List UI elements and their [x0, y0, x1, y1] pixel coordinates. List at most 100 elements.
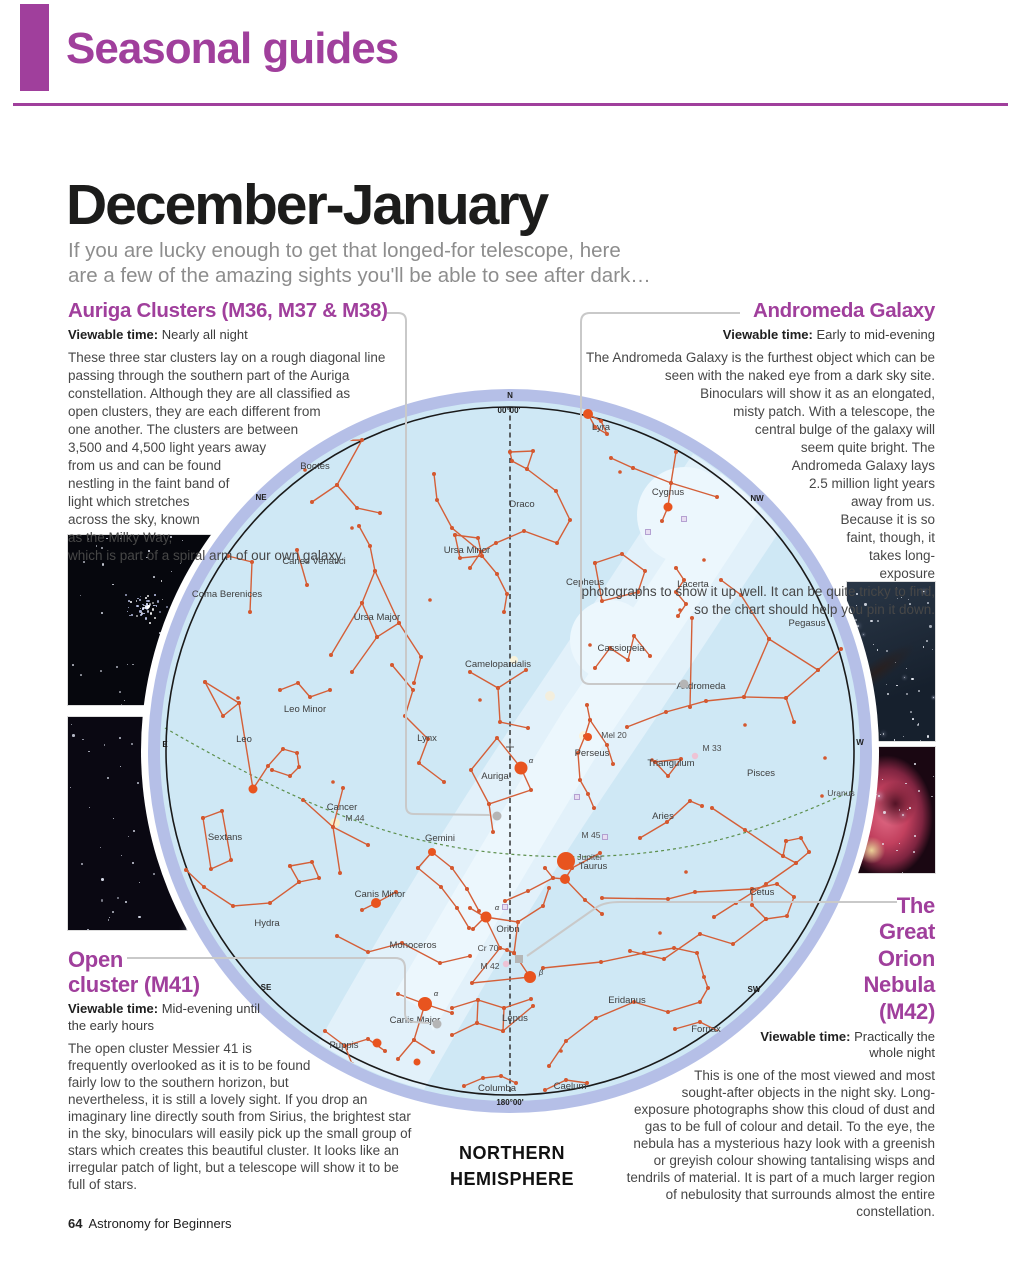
constellation-label: Cetus	[750, 887, 775, 898]
constellation-taurus	[571, 852, 601, 869]
object-label: Jupiter	[577, 852, 603, 862]
article-auriga-clusters: Auriga Clusters (M36, M37 & M38) Viewabl…	[68, 299, 400, 565]
article-heading: Open cluster (M41)	[68, 947, 200, 997]
viewable-time-label: Viewable time:	[68, 1001, 159, 1017]
chart-labels: Bootes Lyra Draco Ursa Minor Cygnus Cepheus Ca…	[192, 422, 855, 1094]
constellation-label: Triangulum	[647, 758, 694, 769]
deep-sky-objects	[502, 516, 699, 968]
leader-line	[127, 957, 430, 1024]
star-dot	[557, 852, 575, 870]
constellation-label: Canes Venatici	[282, 556, 345, 567]
object-label: M 33	[703, 743, 722, 753]
star-dot	[560, 874, 570, 884]
constellation-label: Coma Berenices	[192, 589, 262, 600]
constellation-label: Sextans	[208, 832, 243, 843]
constellation-label: Monoceros	[390, 940, 437, 951]
dso-icon	[502, 960, 510, 968]
constellation-leo	[204, 681, 241, 718]
page-title: December-January	[66, 173, 549, 237]
constellation-lynx	[391, 664, 445, 783]
constellation-puppis	[344, 1045, 353, 1065]
viewable-time-label: Viewable time:	[68, 326, 159, 342]
constellation-lepus	[451, 998, 532, 1009]
compass-label: W	[856, 738, 864, 747]
compass-label: NW	[750, 494, 764, 503]
constellation-lepus	[502, 1007, 505, 1032]
greek-letter-label: α	[495, 903, 500, 912]
constellation-andromeda	[689, 617, 693, 708]
constellation-label: Ursa Major	[354, 612, 400, 623]
object-label: Mel 20	[601, 730, 627, 740]
page-footer: 64 Astronomy for Beginners	[68, 1216, 232, 1231]
star-dot	[372, 1038, 382, 1048]
dso-icon	[645, 529, 651, 535]
constellation-orion	[513, 921, 519, 954]
dso-icon	[502, 904, 508, 910]
compass-label: SE	[261, 983, 272, 992]
constellation-label: Camelopardalis	[465, 659, 531, 670]
constellation-label: Columba	[478, 1083, 517, 1094]
leader-line	[387, 312, 491, 816]
compass-label: N	[507, 391, 513, 400]
constellation-label: Gemini	[425, 833, 455, 844]
constellation-ursa-major	[330, 602, 363, 656]
viewable-time-value: Practically the whole night	[854, 1028, 935, 1061]
star-dot	[428, 848, 436, 856]
compass-labels: N 00°00' NE NW E W SE SW 180°00'	[162, 391, 864, 1107]
constellation-draco	[433, 473, 482, 553]
leader-square	[515, 955, 523, 963]
publication-name: Astronomy for Beginners	[88, 1216, 232, 1231]
compass-label: E	[162, 740, 168, 749]
page-number: 64	[68, 1216, 83, 1231]
constellation-label: Lepus	[502, 1013, 528, 1024]
constellation-pisces	[713, 862, 797, 918]
constellation-aries	[639, 800, 703, 839]
leader-dot	[679, 679, 689, 689]
constellation-pegasus	[817, 648, 842, 671]
intro-text: If you are lucky enough to get that long…	[68, 239, 651, 287]
constellation-columba	[463, 1075, 517, 1087]
dso-icon	[681, 516, 687, 522]
pole-marker	[506, 743, 514, 751]
article-great-orion-nebula-m42: The Great Orion Nebula (M42) Viewable ti…	[620, 893, 936, 1220]
article-andromeda-galaxy: Andromeda Galaxy Viewable time: Early to…	[579, 299, 936, 619]
leader-line	[526, 901, 897, 957]
constellation-label: Lynx	[417, 733, 437, 744]
constellations	[184, 405, 843, 1092]
constellation-label: Draco	[509, 499, 534, 510]
constellation-auriga	[470, 736, 532, 805]
callout-leaders	[127, 312, 897, 1029]
compass-label: 180°00'	[496, 1098, 523, 1107]
compass-label: NE	[255, 493, 267, 502]
article-body: The Andromeda Galaxy is the furthest obj…	[581, 350, 935, 618]
constellation-label: Cygnus	[652, 487, 684, 498]
constellation-label: Pisces	[747, 768, 775, 779]
star-dot	[371, 898, 381, 908]
object-label: M 45	[582, 830, 601, 840]
star-dot	[514, 761, 528, 775]
constellation-label: Leo	[236, 734, 252, 745]
constellation-label: Lyra	[592, 422, 611, 433]
dso-icon	[602, 834, 608, 840]
constellation-pisces	[782, 837, 810, 864]
constellation-label: Aries	[652, 811, 674, 822]
constellation-label: Bootes	[300, 461, 330, 472]
star-dot	[418, 997, 432, 1011]
greek-letter-label: α	[434, 989, 439, 998]
article-heading: Andromeda Galaxy	[752, 299, 935, 322]
constellation-gemini	[417, 867, 470, 929]
horizon-circle	[165, 406, 855, 1096]
constellation-label: Andromeda	[676, 681, 726, 692]
article-body: This is one of the most viewed and most …	[626, 1068, 935, 1220]
star-dot	[524, 971, 536, 983]
greek-letter-label: β	[538, 968, 544, 977]
constellation-canes-venatici	[296, 549, 308, 586]
viewable-time: Viewable time: Practically the whole nig…	[735, 1029, 935, 1062]
star-dot	[480, 911, 492, 923]
object-label: Cr 70	[478, 943, 499, 953]
constellation-lepus	[451, 1005, 534, 1036]
viewable-time: Viewable time: Nearly all night	[68, 327, 400, 343]
constellation-andromeda	[626, 696, 745, 728]
